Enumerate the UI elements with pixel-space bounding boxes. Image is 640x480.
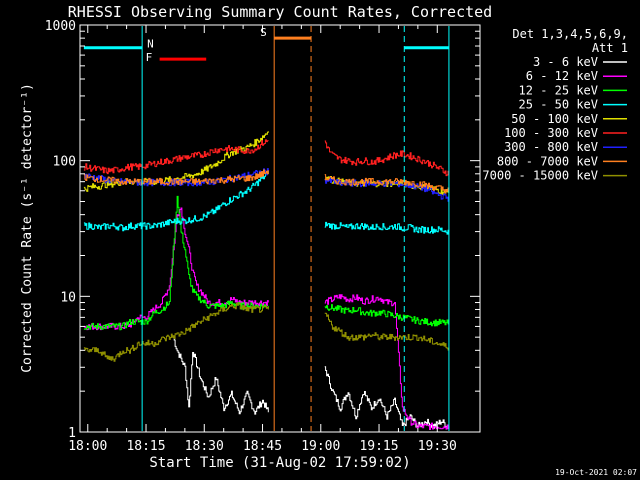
y-axis-label: Corrected Count Rate (s⁻¹ detector⁻¹) — [20, 83, 35, 373]
x-tick-label: 18:15 — [126, 439, 165, 454]
x-tick-label: 19:00 — [301, 439, 340, 454]
annotation-layer: NF S — [83, 26, 450, 431]
legend-label: 6 - 12 keV — [526, 69, 598, 83]
x-tick-label: 19:15 — [359, 439, 398, 454]
series-line-7-seg-1 — [324, 174, 450, 194]
x-axis: 18:00 18:15 18:30 18:45 19:00 19:15 19:30 — [68, 25, 457, 454]
legend-header-line-1: Det 1,3,4,5,6,9, — [512, 27, 628, 41]
series-line-2-seg-0 — [83, 195, 269, 331]
annotation-label-N: N — [147, 38, 154, 51]
series-line-0-seg-0 — [173, 336, 269, 415]
legend-label: 3 - 6 keV — [533, 55, 598, 69]
annotation-label-S: S — [260, 26, 267, 39]
x-tick-label: 18:00 — [68, 439, 107, 454]
series-line-3-seg-1 — [324, 221, 450, 235]
x-tick-label: 18:30 — [185, 439, 224, 454]
series-line-5-seg-1 — [324, 140, 450, 177]
timestamp: 19-Oct-2021 02:07 — [555, 468, 637, 477]
y-tick-label: 1 — [68, 426, 76, 441]
series-line-8-seg-1 — [324, 312, 450, 351]
series-line-1-seg-1 — [324, 294, 450, 430]
legend-label: 12 - 25 keV — [519, 83, 598, 97]
series-line-0-seg-1 — [324, 366, 450, 429]
series-line-5-seg-0 — [83, 139, 269, 175]
series-line-7-seg-0 — [83, 169, 269, 186]
y-tick-label: 100 — [53, 155, 76, 170]
legend-header-line-2: Att 1 — [592, 41, 628, 55]
plot-area: NFS 18:00 18:15 18:30 18:45 19:00 19:15 19:30 … — [45, 19, 481, 454]
chart-title: RHESSI Observing Summary Count Rates, Co… — [68, 3, 492, 21]
legend-label: 800 - 7000 keV — [497, 154, 598, 168]
x-tick-label: 18:45 — [243, 439, 282, 454]
series-line-3-seg-0 — [83, 171, 269, 232]
legend-label: 300 - 800 keV — [504, 140, 598, 154]
series-line-1-seg-0 — [83, 207, 269, 331]
y-tick-label: 1000 — [45, 19, 76, 34]
legend-label: 25 - 50 keV — [519, 98, 598, 112]
series-line-2-seg-1 — [324, 304, 450, 327]
x-tick-label: 19:30 — [418, 439, 457, 454]
legend-label: 7000 - 15000 keV — [482, 169, 598, 183]
x-axis-label: Start Time (31-Aug-02 17:59:02) — [149, 455, 410, 471]
legend-label: 100 - 300 keV — [504, 126, 598, 140]
legend-label: 50 - 100 keV — [511, 112, 598, 126]
plot-frame — [79, 24, 481, 433]
y-tick-label: 10 — [60, 290, 76, 305]
series-layer — [83, 131, 450, 430]
annotation-label-F: F — [146, 51, 153, 64]
series-line-8-seg-0 — [83, 302, 269, 362]
y-axis: 1 10 100 1000 — [45, 19, 480, 441]
